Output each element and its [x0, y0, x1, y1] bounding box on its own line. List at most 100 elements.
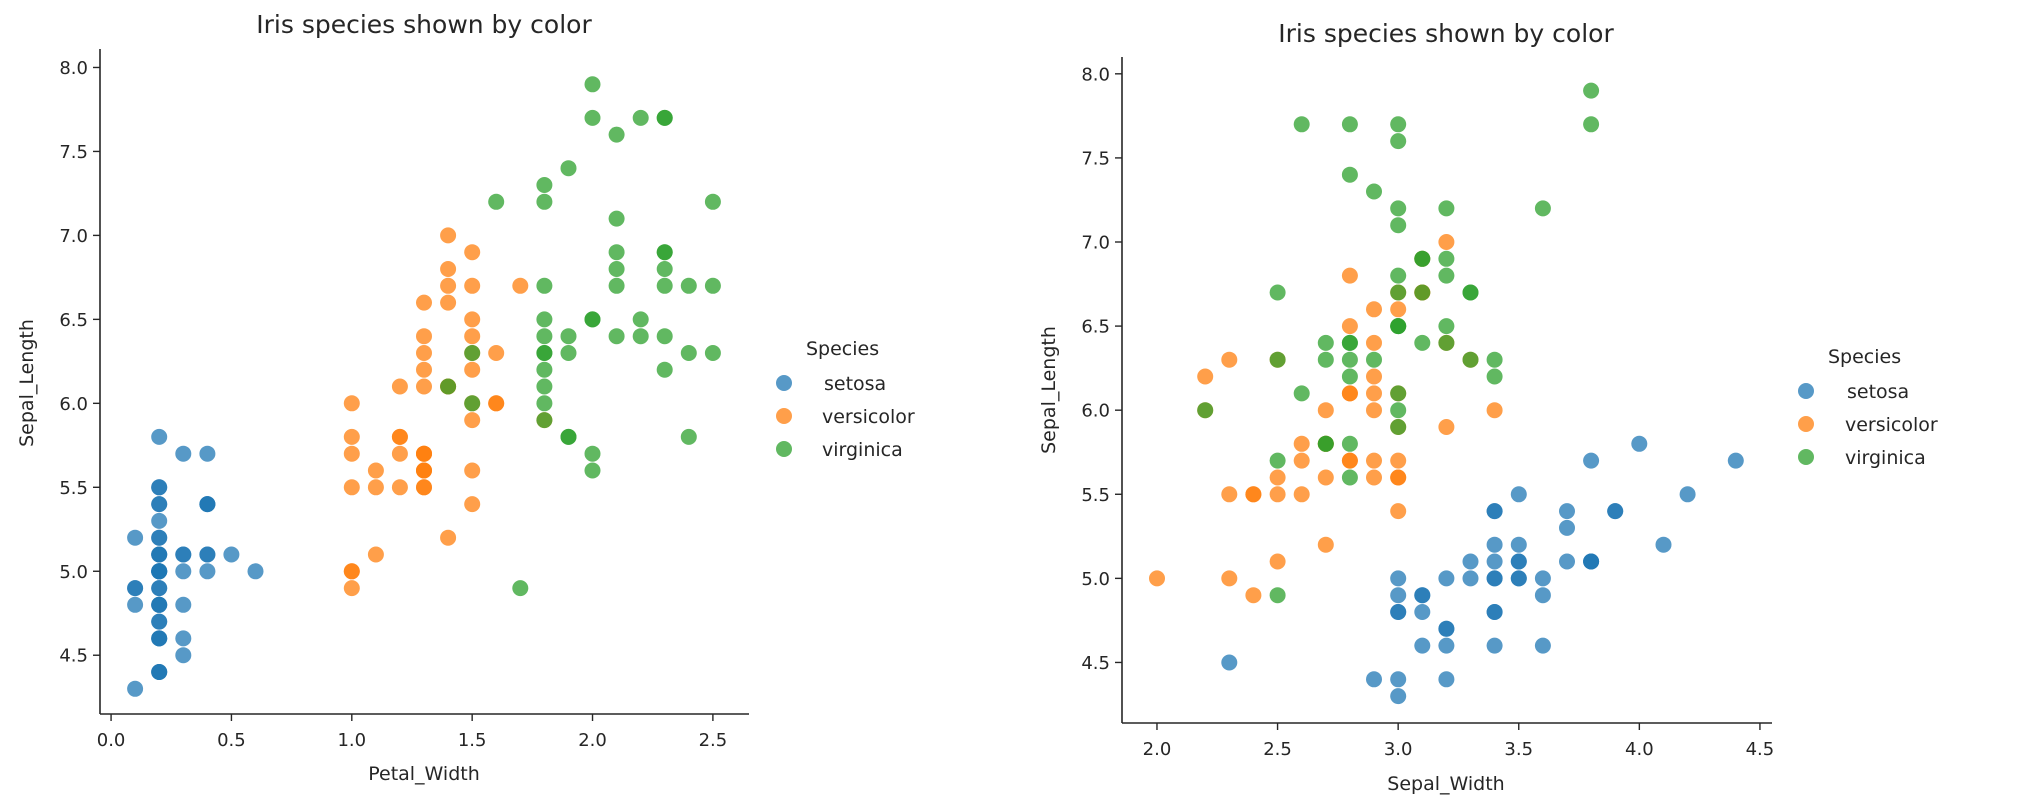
- point-versicolor: [512, 277, 529, 294]
- point-virginica: [1269, 351, 1286, 368]
- y-tick-label: 6.5: [59, 310, 88, 331]
- point-setosa: [127, 596, 144, 613]
- point-virginica: [560, 428, 577, 445]
- y-tick-label: 4.5: [59, 646, 88, 667]
- x-axis-label: Sepal_Width: [1387, 773, 1504, 795]
- legend-label-setosa: setosa: [824, 373, 886, 395]
- point-virginica: [1341, 334, 1358, 351]
- point-versicolor: [1438, 234, 1455, 250]
- point-virginica: [560, 160, 577, 177]
- point-virginica: [1293, 385, 1310, 402]
- x-tick-label: 1.5: [458, 730, 487, 751]
- point-setosa: [1559, 553, 1575, 570]
- point-setosa: [1438, 620, 1455, 637]
- point-setosa: [1534, 570, 1551, 587]
- point-versicolor: [1341, 318, 1358, 335]
- point-versicolor: [416, 378, 432, 395]
- legend-entry-setosa: setosa: [776, 373, 886, 395]
- point-virginica: [1390, 284, 1407, 301]
- y-axis-label: Sepal_Length: [1038, 326, 1060, 454]
- point-setosa: [1414, 637, 1431, 654]
- point-virginica: [1341, 435, 1358, 452]
- y-axis-label: Sepal_Length: [16, 319, 38, 447]
- point-virginica: [464, 345, 481, 361]
- point-virginica: [440, 378, 457, 395]
- point-versicolor: [488, 395, 505, 412]
- point-virginica: [656, 277, 673, 294]
- y-tick-label: 5.5: [59, 478, 88, 499]
- point-setosa: [1559, 519, 1575, 536]
- legend-marker-virginica: [1798, 449, 1814, 465]
- point-setosa: [1607, 503, 1624, 520]
- point-setosa: [1366, 671, 1382, 688]
- point-setosa: [199, 496, 216, 513]
- point-versicolor: [1245, 486, 1262, 503]
- point-setosa: [151, 546, 168, 563]
- x-tick-label: 3.0: [1384, 739, 1413, 760]
- point-versicolor: [1341, 267, 1358, 284]
- point-virginica: [1269, 587, 1286, 604]
- legend-marker-setosa: [776, 375, 792, 391]
- point-virginica: [1390, 116, 1407, 133]
- point-virginica: [608, 328, 625, 345]
- point-versicolor: [1221, 351, 1238, 368]
- point-virginica: [1390, 200, 1407, 217]
- y-tick-label: 7.0: [1081, 233, 1110, 254]
- point-setosa: [1390, 671, 1407, 688]
- point-setosa: [223, 546, 240, 563]
- point-versicolor: [464, 361, 481, 378]
- legend-label-virginica: virginica: [1845, 447, 1926, 469]
- point-virginica: [1390, 217, 1407, 234]
- point-setosa: [1631, 435, 1648, 452]
- point-setosa: [1486, 503, 1503, 520]
- point-virginica: [536, 395, 553, 412]
- point-setosa: [127, 580, 144, 597]
- point-virginica: [1269, 452, 1286, 469]
- legend-label-setosa: setosa: [1847, 381, 1909, 403]
- point-versicolor: [1221, 570, 1238, 587]
- point-virginica: [656, 261, 673, 277]
- point-versicolor: [1317, 469, 1334, 486]
- point-setosa: [1486, 604, 1503, 620]
- point-virginica: [704, 277, 721, 294]
- points-layer: [127, 76, 721, 697]
- point-versicolor: [1245, 587, 1262, 604]
- point-setosa: [151, 630, 168, 647]
- point-virginica: [536, 311, 553, 328]
- point-virginica: [656, 244, 673, 261]
- point-virginica: [560, 328, 577, 345]
- point-virginica: [512, 580, 529, 597]
- point-versicolor: [1293, 435, 1310, 452]
- point-virginica: [1583, 116, 1600, 133]
- legend-marker-versicolor: [1798, 416, 1814, 432]
- point-virginica: [584, 445, 601, 462]
- point-setosa: [1510, 486, 1527, 503]
- point-setosa: [1390, 570, 1407, 587]
- point-virginica: [1390, 419, 1407, 435]
- point-virginica: [1341, 166, 1358, 183]
- point-setosa: [175, 630, 192, 647]
- point-setosa: [151, 613, 168, 630]
- point-virginica: [656, 361, 673, 378]
- x-ticks: 2.0 2.5 3.0 3.5 4.0 4.5: [1143, 723, 1774, 760]
- point-virginica: [1390, 133, 1407, 150]
- point-versicolor: [1390, 301, 1407, 318]
- point-virginica: [1438, 200, 1455, 217]
- point-virginica: [608, 261, 625, 277]
- point-versicolor: [367, 479, 384, 496]
- point-setosa: [151, 529, 168, 546]
- point-virginica: [584, 311, 601, 328]
- point-setosa: [175, 596, 192, 613]
- point-versicolor: [464, 496, 481, 513]
- point-versicolor: [1366, 469, 1382, 486]
- point-virginica: [536, 177, 553, 193]
- point-versicolor: [416, 294, 432, 311]
- point-virginica: [680, 345, 697, 361]
- point-versicolor: [343, 580, 360, 597]
- point-versicolor: [1317, 536, 1334, 553]
- point-versicolor: [391, 378, 408, 395]
- point-versicolor: [343, 479, 360, 496]
- point-versicolor: [440, 529, 457, 546]
- point-virginica: [584, 109, 601, 126]
- point-virginica: [1438, 318, 1455, 335]
